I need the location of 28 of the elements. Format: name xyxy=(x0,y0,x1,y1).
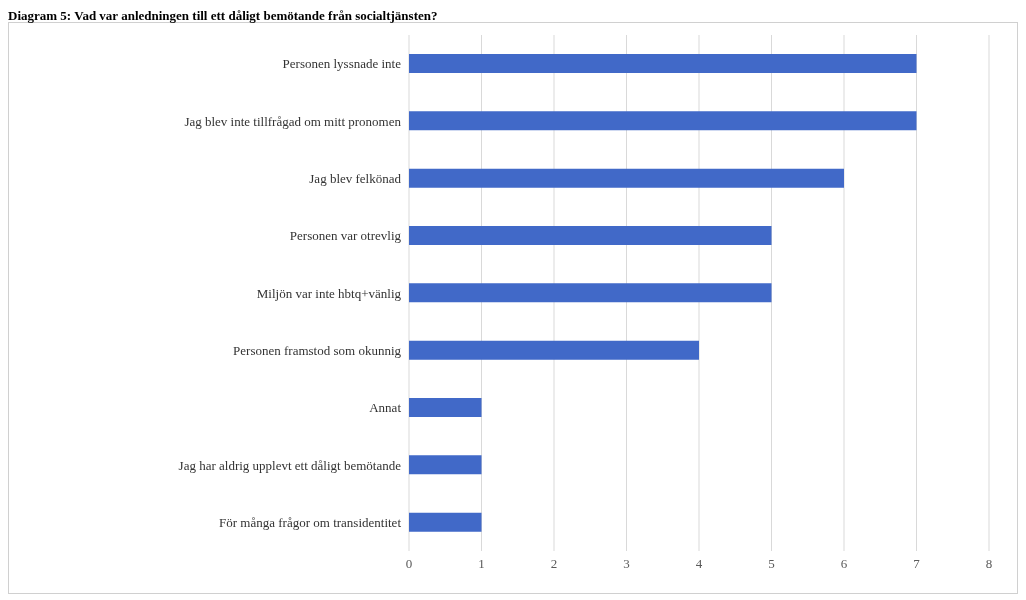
bar xyxy=(409,340,699,360)
bar xyxy=(409,283,772,303)
bar xyxy=(409,226,772,245)
y-tick-label: Miljön var inte hbtq+vänlig xyxy=(256,285,402,301)
x-tick-label: 0 xyxy=(405,556,413,572)
y-tick-label: Annat xyxy=(369,400,402,416)
y-tick-label: Jag har aldrig upplevt ett dåligt bemötande xyxy=(178,457,402,473)
x-tick-label: 8 xyxy=(985,556,993,572)
x-tick-label: 6 xyxy=(840,556,848,572)
x-tick-label: 7 xyxy=(913,556,921,572)
y-tick-label: Personen lyssnade inte xyxy=(282,56,402,72)
bar xyxy=(409,111,917,131)
y-tick-label: För många frågor om transidentitet xyxy=(219,514,402,530)
x-tick-label: 5 xyxy=(768,556,775,572)
x-tick-label: 4 xyxy=(695,556,703,572)
y-tick-label: Personen var otrevlig xyxy=(289,228,402,244)
bar xyxy=(409,512,482,532)
x-tick-label: 1 xyxy=(478,556,485,572)
text: Diagram 5: Vad var anledningen till ett dåligt bemötande från socialtjänsten? xyxy=(8,8,439,23)
bar xyxy=(409,168,844,188)
bar xyxy=(409,455,482,475)
x-tick-label: 3 xyxy=(623,556,630,572)
bar xyxy=(409,398,482,417)
x-tick-label: 2 xyxy=(550,556,558,572)
y-tick-label: Personen framstod som okunnig xyxy=(233,342,402,358)
y-tick-label: Jag blev inte tillfrågad om mitt pronomen xyxy=(184,113,402,129)
y-tick-label: Jag blev felkönad xyxy=(309,170,402,186)
bar xyxy=(409,54,917,73)
